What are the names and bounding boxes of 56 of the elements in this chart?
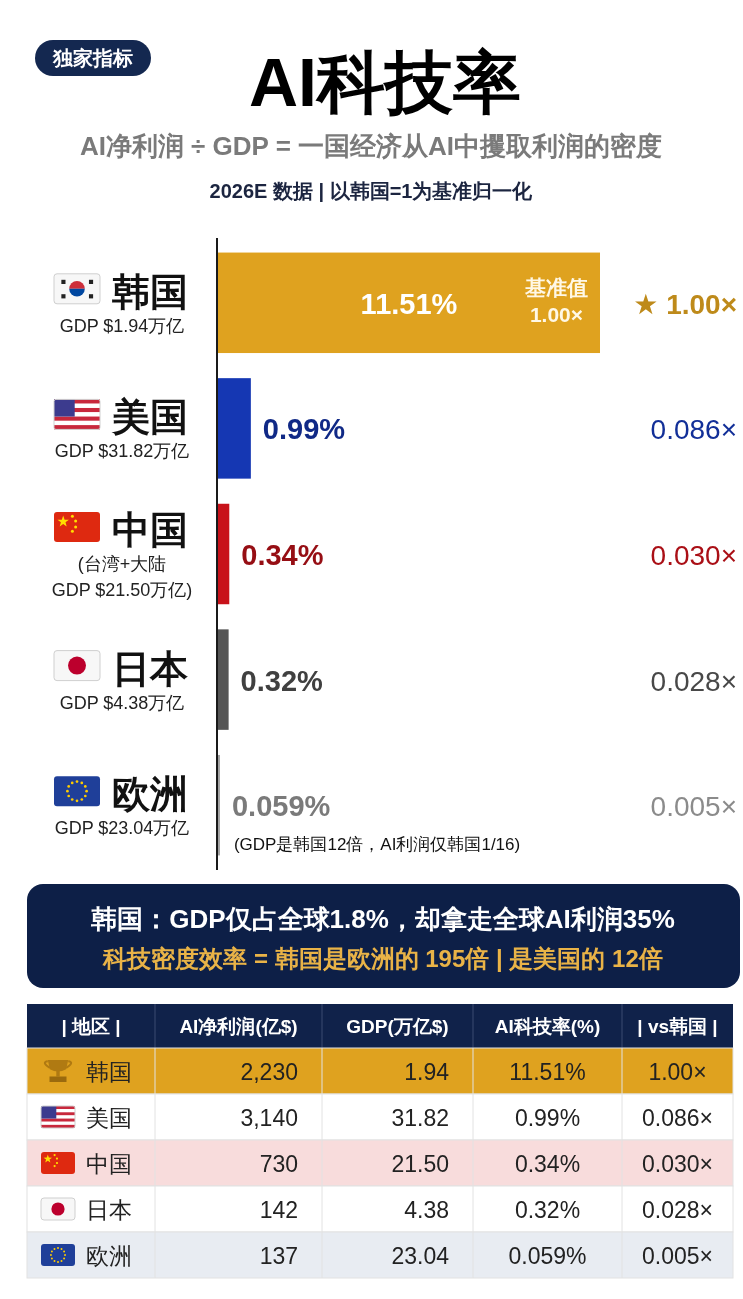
y-tick-label: 韩国 GDP $1.94万亿 (59, 270, 188, 336)
y-tick-label: 日本 GDP $4.38万亿 (59, 647, 188, 713)
text: 独家指标 (52, 47, 133, 69)
y-tick-label: 中国 (台湾+大陆 GDP $21.50万亿) (51, 509, 193, 600)
category-label: 中国 (86, 1151, 132, 1177)
annotation: 基准值 1.00× (524, 275, 588, 326)
data-label: 0.99% (262, 413, 346, 446)
bar (218, 378, 251, 479)
text: 11.51% (509, 1059, 586, 1085)
category-label: AI净利润(亿$) (179, 1016, 298, 1037)
text: 0.059% (508, 1243, 587, 1269)
text: 1.94 (404, 1059, 449, 1085)
text: 0.030× (642, 1151, 713, 1177)
chart-subtitle: AI净利润 ÷ GDP = 一国经济从AI中攫取利润的密度 2026E 数据 | 以韩国=1为基准归一化 (79, 131, 663, 202)
text: ★ 1.00× (633, 288, 737, 320)
data-label: 0.34% (241, 539, 324, 571)
text: 142 (259, 1197, 298, 1223)
category-label: | 地区 | (61, 1016, 121, 1037)
text: 3,140 (240, 1105, 298, 1131)
text: 4.38 (404, 1197, 449, 1223)
text: 21.50 (391, 1151, 449, 1177)
category-label: 欧洲 (86, 1243, 132, 1269)
text: 科技密度效率 = 韩国是欧洲的 195倍 | 是美国的 12倍 (102, 945, 663, 972)
text: 2,230 (240, 1059, 298, 1085)
y-tick-label: 欧洲 GDP $23.04万亿 (54, 773, 190, 839)
data-label: 0.32% (240, 664, 324, 697)
text: 0.005× (642, 1243, 713, 1269)
category-label: 韩国 (86, 1059, 132, 1085)
text: 0.32% (514, 1197, 581, 1223)
category-label: 日本 (86, 1197, 132, 1223)
bar (218, 252, 600, 354)
category-label: AI科技率(%) (494, 1016, 601, 1037)
text: 0.030× (650, 540, 737, 571)
text: 0.028× (650, 665, 737, 697)
data-label: 11.51% (360, 287, 458, 320)
text: 0.086× (650, 414, 737, 446)
data-label: 0.059% (231, 790, 331, 823)
category-label: GDP(万亿$) (346, 1016, 449, 1037)
category-label: 美国 (86, 1105, 132, 1131)
text: 1.00× (648, 1059, 707, 1085)
text: 0.34% (514, 1151, 581, 1177)
bar (218, 629, 229, 730)
text: 0.005× (650, 791, 737, 823)
y-tick-label: 美国 GDP $31.82万亿 (54, 396, 190, 462)
text: 23.04 (391, 1243, 449, 1269)
category-label: | vs韩国 | (637, 1016, 718, 1037)
text: 0.028× (642, 1197, 713, 1223)
annotation: (GDP是韩国12倍，AI利润仅韩国1/16) (233, 835, 521, 855)
text: 0.086× (642, 1105, 713, 1131)
text: 韩国：GDP仅占全球1.8%，却拿走全球AI利润35% (90, 904, 675, 934)
text: 137 (259, 1243, 298, 1269)
text: 0.99% (514, 1105, 581, 1131)
bar (218, 503, 230, 605)
chart-title: AI科技率 (249, 44, 521, 120)
text: 730 (259, 1151, 298, 1177)
text: 31.82 (391, 1105, 449, 1131)
